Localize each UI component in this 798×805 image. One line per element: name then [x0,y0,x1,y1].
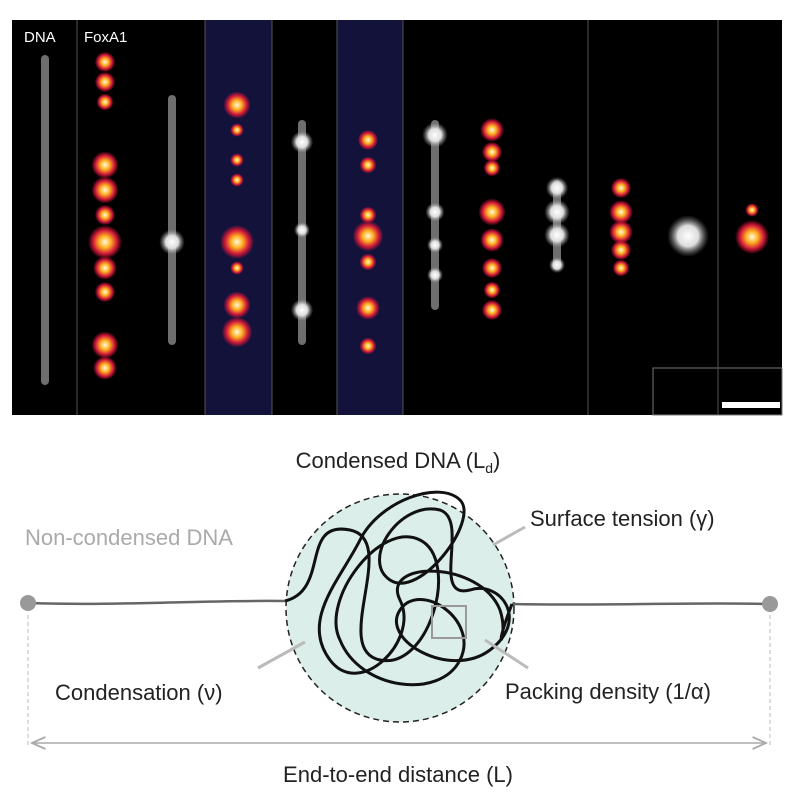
dna-spot [427,267,443,283]
condensation-label: Condensation (ν) [55,680,223,705]
foxa1-spot [94,51,116,73]
dna-spot [544,199,570,225]
foxa1-spot [483,281,501,299]
dna-spot [159,229,185,255]
panel-label: DNA [24,29,56,46]
foxa1-spot [609,220,633,244]
foxa1-spot [359,156,377,174]
foxa1-spot [88,225,122,259]
foxa1-spot [96,93,114,111]
condensate-diagram [20,490,778,745]
foxa1-spot [356,296,380,320]
foxa1-spot [612,259,630,277]
label-suffix: ) [493,448,500,473]
surface-tension-label: Surface tension (γ) [530,506,715,531]
foxa1-spot [230,123,244,137]
condensed-label: Condensed DNA (Ld) [296,448,501,476]
foxa1-spot [745,203,759,217]
foxa1-spot [735,220,769,254]
foxa1-spot [480,118,504,142]
foxa1-spot [94,281,116,303]
dna-spot [427,237,443,253]
foxa1-spot [481,299,503,321]
free-dna [27,599,771,606]
dna-spot [425,202,445,222]
microscopy-panel: DNA FoxA1 [12,20,783,416]
dna-tangle [284,490,514,687]
foxa1-spot [221,316,253,348]
foxa1-spot [359,253,377,271]
foxa1-spot [220,225,254,259]
label-subscript: d [485,460,493,476]
dna-spot [294,222,310,238]
foxa1-spot [93,256,117,280]
foxa1-spot [357,129,379,151]
foxa1-spot [230,261,244,275]
leader-line [484,638,529,670]
foxa1-spot [230,153,244,167]
foxa1-spot [610,239,632,261]
foxa1-spot [230,173,244,187]
dna-strand [41,55,49,385]
non-condensed-label: Non-condensed DNA [25,525,233,550]
dna-spot [544,222,570,248]
foxa1-spot [480,228,504,252]
dna-spot [545,176,569,200]
packing-density-label: Packing density (1/α) [505,679,711,704]
end-to-end-label: End-to-end distance (L) [283,762,513,787]
foxa1-spot [94,71,116,93]
blue-panel [205,20,272,415]
foxa1-spot [91,176,119,204]
dna-spot [422,122,448,148]
foxa1-spot [91,331,119,359]
end-point [20,595,36,611]
foxa1-spot [481,257,503,279]
dna-spot [549,257,565,273]
foxa1-spot [359,206,377,224]
scale-bar [722,402,780,408]
end-point [762,596,778,612]
dna-strand [168,95,176,345]
foxa1-spot [352,220,384,252]
foxa1-spot [483,159,501,177]
foxa1-spot [481,141,503,163]
foxa1-spot [223,291,251,319]
foxa1-spot [94,204,116,226]
label-text: Condensed DNA (L [296,448,486,473]
foxa1-spot [93,356,117,380]
foxa1-spot [610,177,632,199]
dna-spot [290,130,314,154]
foxa1-spot [91,151,119,179]
dna-spot [290,298,314,322]
packing-box [431,605,467,639]
foxa1-spot [478,198,506,226]
leader-line [257,640,306,670]
dna-spot [667,215,709,257]
foxa1-spot [359,337,377,355]
panel-label: FoxA1 [84,29,127,46]
foxa1-spot [223,91,251,119]
foxa1-spot [609,200,633,224]
leader-line [492,525,526,547]
